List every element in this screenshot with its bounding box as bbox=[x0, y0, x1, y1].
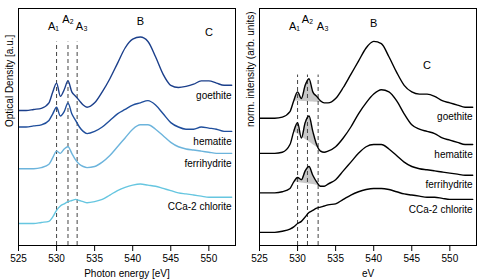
svg-text:goethite: goethite bbox=[437, 111, 473, 122]
svg-text:530: 530 bbox=[289, 253, 306, 264]
svg-text:525: 525 bbox=[10, 253, 27, 264]
svg-text:550: 550 bbox=[442, 253, 459, 264]
svg-text:550: 550 bbox=[201, 253, 218, 264]
svg-text:A₁: A₁ bbox=[48, 20, 59, 32]
svg-text:535: 535 bbox=[327, 253, 344, 264]
svg-text:Photon energy [eV]: Photon energy [eV] bbox=[84, 268, 170, 279]
svg-text:A₃: A₃ bbox=[317, 20, 329, 32]
svg-text:ferrihydrite: ferrihydrite bbox=[425, 179, 473, 190]
svg-text:norm. intensity (arb. units): norm. intensity (arb. units) bbox=[245, 11, 256, 127]
svg-text:540: 540 bbox=[124, 253, 141, 264]
svg-text:525: 525 bbox=[251, 253, 268, 264]
svg-text:A₂: A₂ bbox=[62, 13, 74, 25]
svg-text:A₃: A₃ bbox=[76, 20, 88, 32]
svg-text:goethite: goethite bbox=[196, 90, 232, 101]
svg-text:A₁: A₁ bbox=[289, 20, 300, 32]
svg-text:530: 530 bbox=[48, 253, 65, 264]
svg-text:CCa-2 chlorite: CCa-2 chlorite bbox=[168, 201, 232, 212]
svg-text:Optical Density [a.u.]: Optical Density [a.u.] bbox=[4, 35, 15, 127]
svg-text:545: 545 bbox=[403, 253, 420, 264]
svg-text:eV: eV bbox=[362, 268, 375, 279]
svg-text:540: 540 bbox=[365, 253, 382, 264]
svg-text:B: B bbox=[370, 17, 377, 29]
svg-text:C: C bbox=[205, 26, 213, 38]
svg-text:CCa-2 chlorite: CCa-2 chlorite bbox=[409, 204, 473, 215]
svg-text:hematite: hematite bbox=[193, 136, 232, 147]
svg-text:hematite: hematite bbox=[434, 149, 473, 160]
svg-text:B: B bbox=[137, 15, 144, 27]
svg-text:535: 535 bbox=[86, 253, 103, 264]
svg-text:ferrihydrite: ferrihydrite bbox=[184, 158, 232, 169]
svg-text:A₂: A₂ bbox=[302, 13, 314, 25]
svg-text:C: C bbox=[423, 59, 431, 71]
svg-text:545: 545 bbox=[162, 253, 179, 264]
